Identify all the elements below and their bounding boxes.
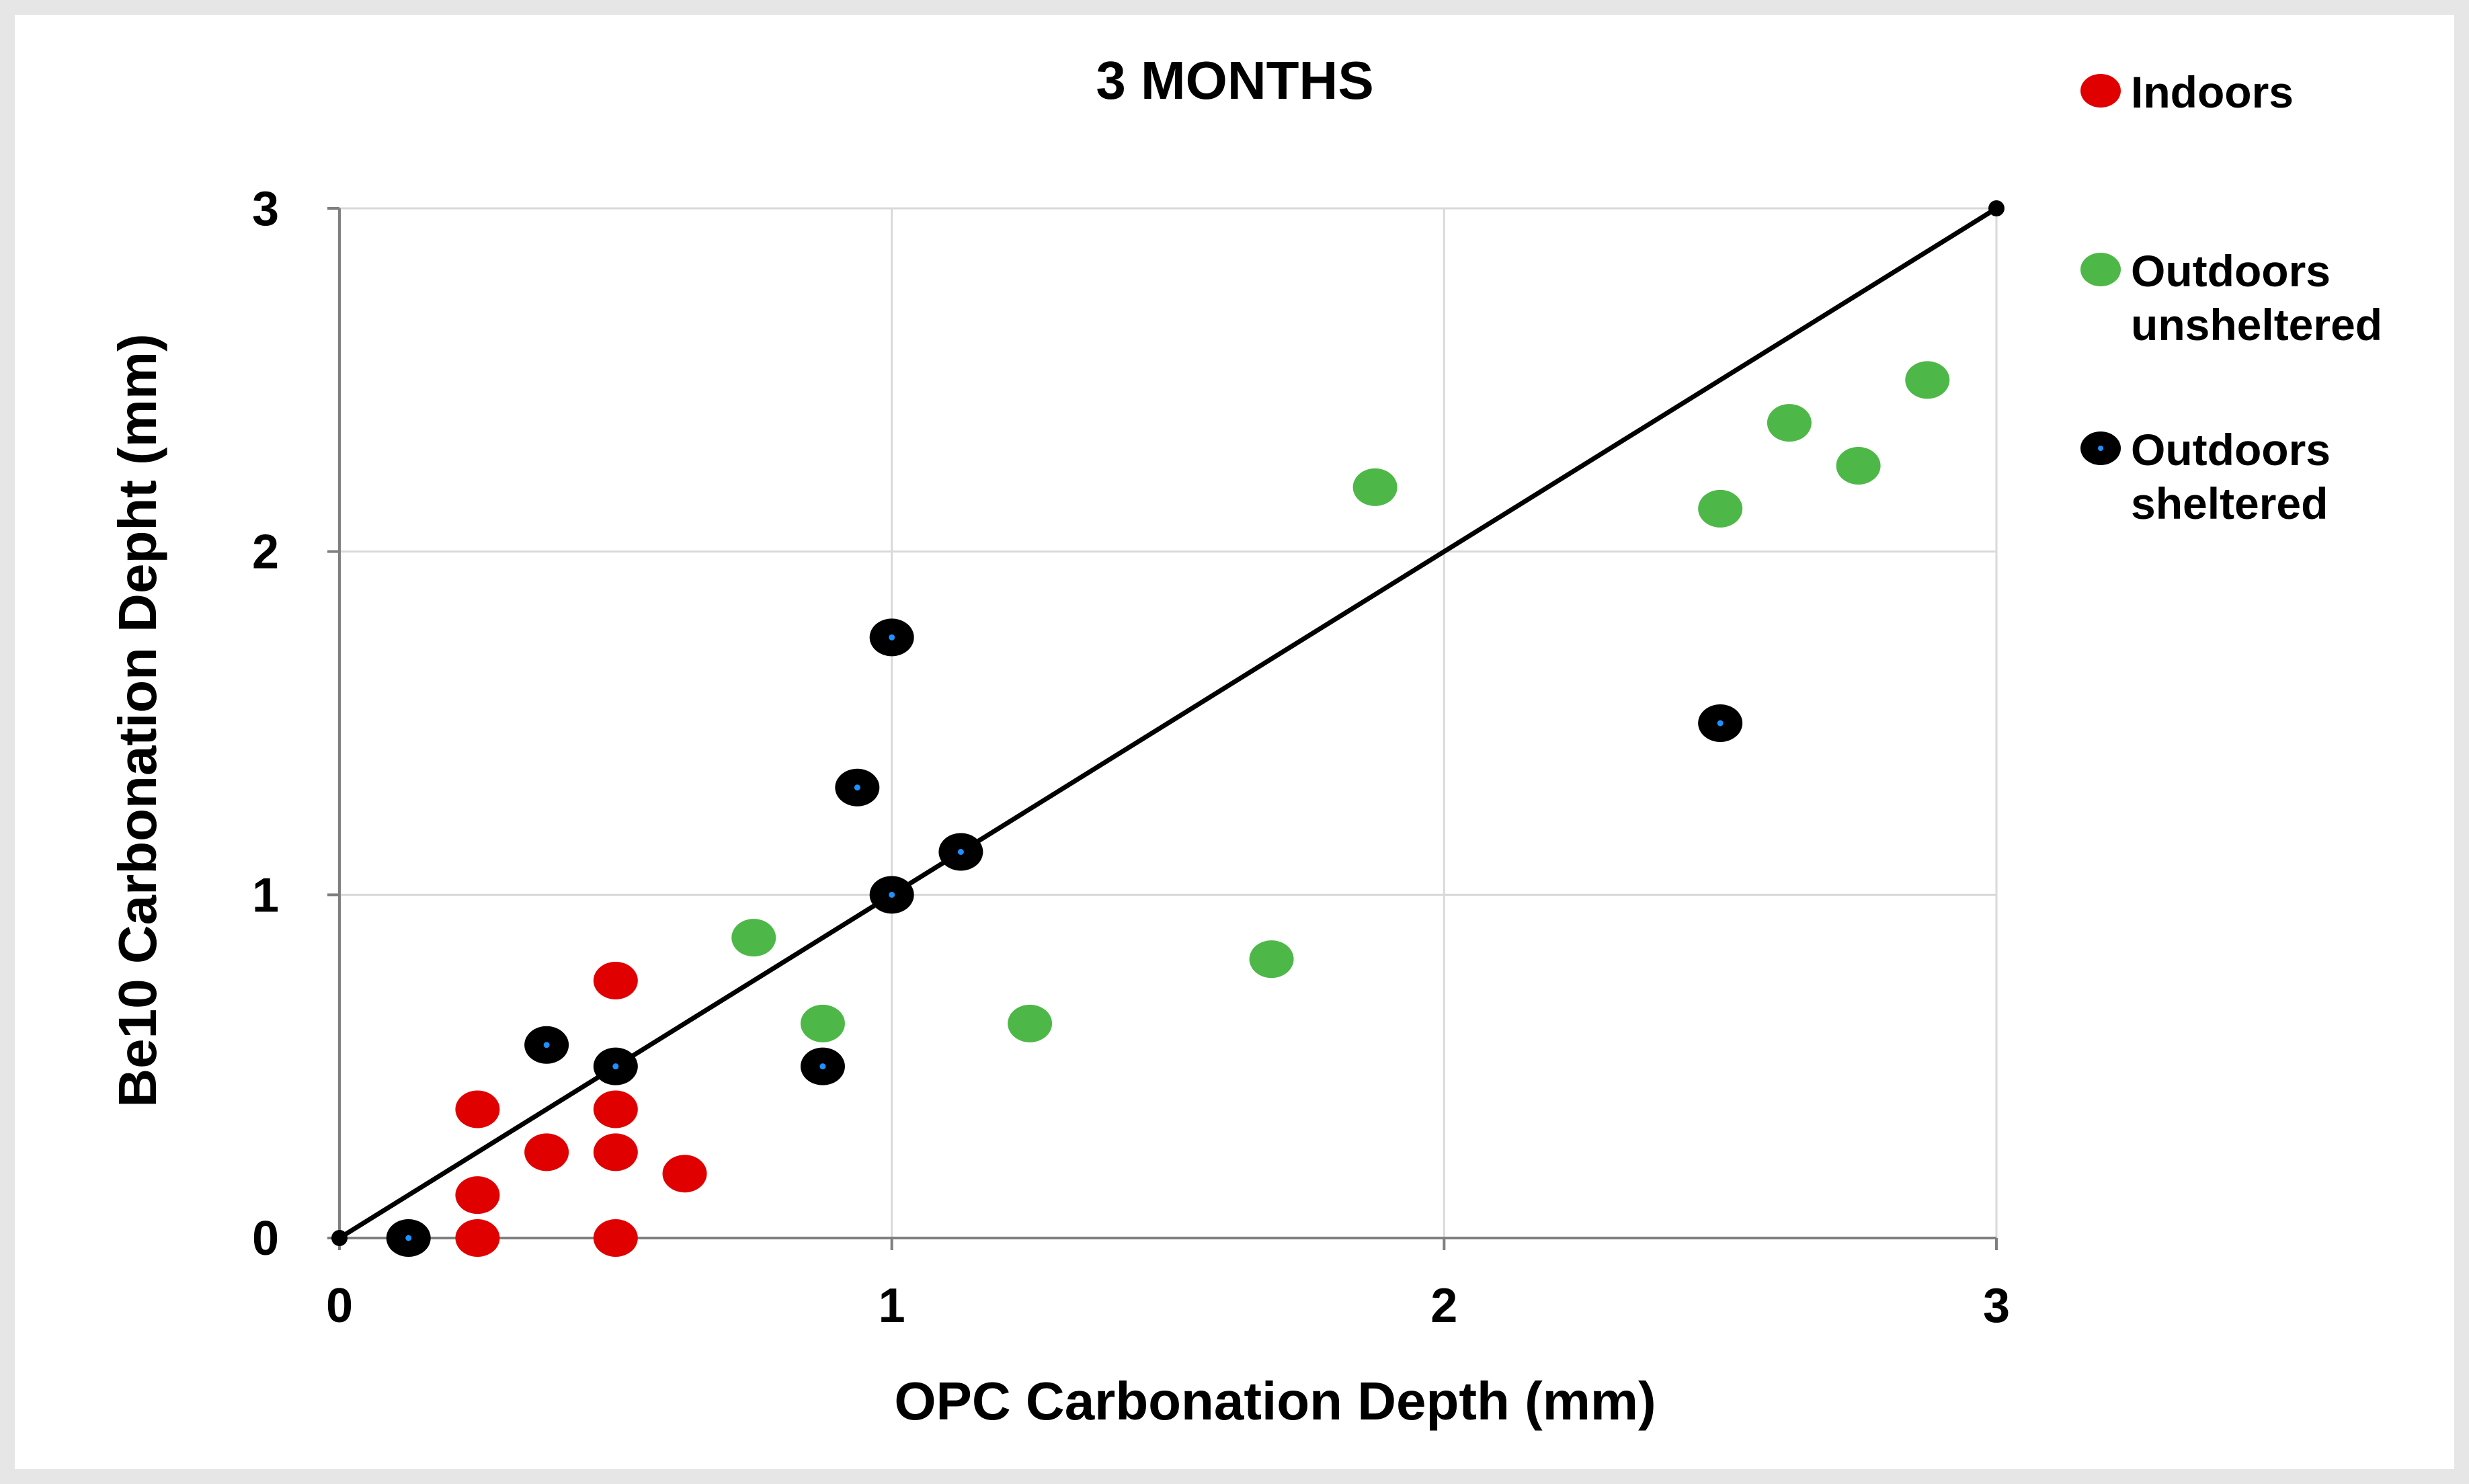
x-tick-label: 3	[1983, 1279, 2010, 1333]
x-tick-label: 2	[1430, 1279, 1457, 1333]
data-point-outdoors-unsheltered	[1352, 468, 1398, 506]
legend: IndoorsOutdoorsunshelteredOutdoorsshelte…	[2080, 67, 2382, 528]
legend-label-indoors: Indoors	[2131, 67, 2294, 117]
data-points	[386, 361, 1950, 1257]
y-tick-label: 1	[252, 868, 279, 922]
data-point-outdoors-unsheltered	[731, 919, 776, 957]
data-point-center-outdoors-sheltered	[957, 849, 964, 855]
data-point-center-outdoors-sheltered	[612, 1063, 619, 1070]
x-tick-label: 0	[326, 1279, 353, 1333]
data-point-indoors	[593, 962, 638, 999]
data-point-center-outdoors-sheltered	[405, 1235, 412, 1241]
data-point-outdoors-unsheltered	[1698, 489, 1743, 528]
chart-title: 3 MONTHS	[1096, 50, 1373, 110]
data-point-center-outdoors-sheltered	[889, 891, 895, 898]
data-point-center-outdoors-sheltered	[819, 1063, 826, 1070]
data-point-indoors	[593, 1219, 638, 1257]
x-tick-label: 1	[879, 1279, 905, 1333]
data-point-indoors	[455, 1176, 500, 1214]
data-point-indoors	[593, 1090, 638, 1128]
data-point-indoors	[524, 1133, 569, 1171]
reference-line	[338, 206, 1998, 1240]
legend-label-outdoors-sheltered: Outdoors	[2131, 425, 2331, 475]
data-point-indoors	[593, 1133, 638, 1171]
data-point-indoors	[455, 1090, 500, 1128]
data-point-outdoors-unsheltered	[1008, 1004, 1053, 1042]
legend-marker-center-outdoors-sheltered	[2098, 446, 2103, 451]
y-tick-label: 0	[252, 1212, 279, 1266]
x-axis-label: OPC Carbonation Depth (mm)	[894, 1371, 1656, 1431]
legend-marker-indoors	[2080, 74, 2121, 108]
data-point-outdoors-unsheltered	[1836, 447, 1881, 485]
data-point-outdoors-unsheltered	[1249, 940, 1294, 979]
legend-label-outdoors-unsheltered: unsheltered	[2131, 300, 2382, 349]
data-point-center-outdoors-sheltered	[543, 1042, 550, 1048]
y-axis-label: Be10 Carbonation Depht (mm)	[108, 333, 167, 1107]
data-point-indoors	[662, 1155, 707, 1193]
reference-line-start	[331, 1230, 348, 1246]
data-point-center-outdoors-sheltered	[889, 634, 895, 641]
legend-marker-outdoors-unsheltered	[2080, 253, 2121, 286]
reference-line-end	[1988, 200, 2005, 216]
data-point-indoors	[455, 1219, 500, 1257]
data-point-outdoors-unsheltered	[1767, 404, 1812, 442]
data-point-outdoors-unsheltered	[800, 1004, 845, 1042]
data-point-center-outdoors-sheltered	[1717, 720, 1724, 727]
reference-line-layer	[331, 200, 2005, 1246]
y-tick-label: 2	[252, 526, 279, 579]
data-point-outdoors-unsheltered	[1905, 361, 1950, 399]
y-tick-label: 3	[252, 182, 279, 236]
tick-labels: 0 1 2 3 0 1 2 3	[252, 182, 2010, 1333]
data-point-center-outdoors-sheltered	[854, 784, 860, 791]
legend-label-outdoors-sheltered: sheltered	[2131, 479, 2328, 528]
legend-label-outdoors-unsheltered: Outdoors	[2131, 246, 2331, 296]
